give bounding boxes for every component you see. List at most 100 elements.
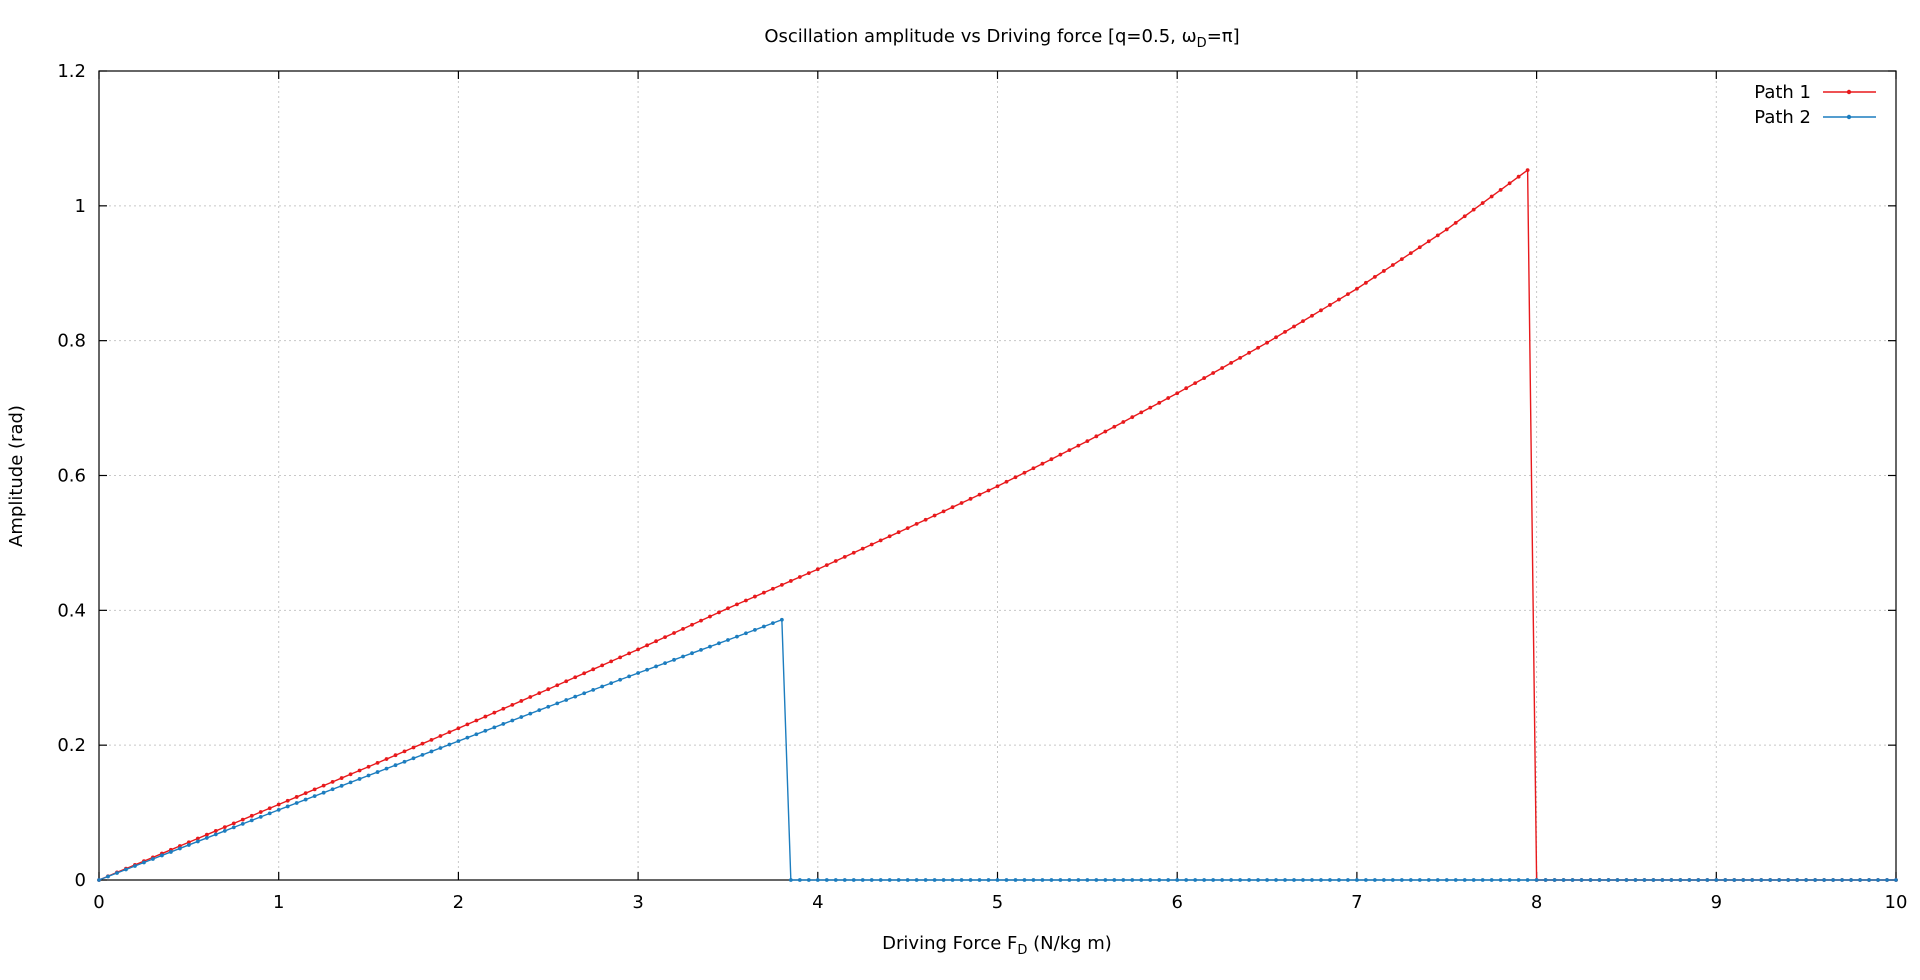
series-2-point [357, 777, 362, 781]
series-2-point [168, 850, 173, 854]
x-axis-title-subscript: D [1017, 943, 1027, 958]
series-1-point [546, 687, 551, 692]
y-tick-label: 0.6 [57, 466, 86, 487]
series-1-point [1112, 424, 1117, 429]
series-1-point [1489, 194, 1494, 199]
series-2-point [1408, 878, 1413, 882]
series-2-point [1858, 878, 1862, 882]
series-1-point [348, 772, 353, 777]
series-2-point [213, 832, 218, 837]
series-2-point [1471, 878, 1476, 882]
series-1-point [339, 776, 344, 780]
series-2-point [1031, 878, 1036, 882]
series-2-point [761, 624, 766, 629]
series-2-point [133, 864, 137, 868]
x-tick-label: 8 [1531, 892, 1542, 913]
series-2-point [1202, 878, 1207, 882]
series-2-point [528, 711, 533, 716]
legend-marker [1846, 89, 1852, 95]
series-2-point [636, 671, 640, 675]
series-1-point [753, 594, 757, 599]
series-2-point [1849, 878, 1853, 882]
series-1-point [645, 643, 649, 648]
series-1-point [1121, 420, 1126, 424]
series-1-point [303, 791, 308, 796]
x-tick-label: 5 [992, 892, 1003, 913]
series-2-point [1588, 878, 1593, 882]
series-2-point [1579, 878, 1584, 882]
series-1-point [1498, 187, 1503, 192]
grid [99, 71, 1896, 880]
series-2-point [1193, 878, 1198, 882]
series-1-point [708, 614, 712, 619]
series-2-point [151, 857, 155, 861]
series-2-point [1390, 878, 1395, 882]
series-2-point [1346, 878, 1350, 882]
y-tick-label: 0 [75, 870, 86, 891]
series-1-point [1283, 330, 1287, 334]
series-1-point [1462, 214, 1467, 219]
series-2-point [1121, 878, 1126, 882]
series-2-point [438, 746, 443, 750]
series-1-point [824, 563, 829, 567]
series-2-point [779, 617, 784, 622]
series-2-point [1804, 878, 1809, 882]
x-tick-label: 2 [453, 892, 464, 913]
series-2-point [582, 691, 587, 696]
x-tick-label: 1 [273, 892, 284, 913]
series-1-point [1372, 274, 1377, 279]
series-2-point [1417, 878, 1422, 882]
series-1-point [887, 534, 892, 539]
series-2-point [726, 638, 730, 642]
series-2-point [258, 815, 263, 819]
series-2-point [1678, 878, 1683, 882]
series-1-point [1211, 371, 1216, 375]
series-1-point [456, 726, 461, 731]
series-2-point [887, 878, 892, 882]
series-1-point [1166, 396, 1171, 400]
series-1-point [1310, 313, 1314, 318]
series-2-point [1696, 878, 1701, 882]
series-2-point [1795, 878, 1800, 882]
series-2-point [195, 839, 200, 844]
series-2-point [124, 867, 128, 872]
series-1-point [699, 618, 703, 623]
y-tick-label: 0.2 [57, 735, 86, 756]
series-2-point [717, 641, 721, 646]
series-2-point [672, 657, 676, 662]
series-1-point [1256, 345, 1260, 350]
series-2-point [330, 787, 335, 792]
series-2-point [618, 677, 623, 682]
series-2-point [537, 708, 542, 713]
series-1-point [1229, 361, 1234, 365]
series-2-point [1256, 878, 1260, 882]
series-1-point [1049, 457, 1054, 462]
series-2-point [97, 878, 101, 882]
series-1-point [510, 702, 515, 707]
axis-ticks: 0 1 2 3 4 5 6 7 8 9 10 0 0.2 0.4 0.6 0.8 1 1.2 [57, 61, 1907, 913]
series-1-point [1220, 366, 1225, 370]
series-2-point [106, 874, 110, 879]
series-2-point [420, 752, 425, 757]
series-2-point [204, 836, 209, 840]
series-2-point [797, 878, 802, 882]
x-tick-label: 9 [1711, 892, 1722, 913]
series-2-point [1013, 878, 1018, 882]
legend-label: Path 2 [1754, 107, 1811, 128]
series-2-point [321, 790, 326, 795]
series-1-point [231, 821, 236, 826]
series-1-point [366, 764, 371, 769]
series-1-point [249, 813, 254, 818]
series-1-point [1292, 324, 1296, 329]
series-2-point [1660, 878, 1665, 882]
series-1-point [842, 554, 847, 559]
series-1-point [636, 647, 640, 652]
series-1-point [1157, 400, 1162, 405]
series-2-point [1498, 878, 1503, 882]
series-1-point [1435, 233, 1440, 238]
series-2-point [1076, 878, 1081, 882]
series-2-point [1822, 878, 1827, 882]
series-2-point [177, 846, 182, 851]
series-2-point [1633, 878, 1638, 882]
series-1-point [779, 582, 784, 587]
